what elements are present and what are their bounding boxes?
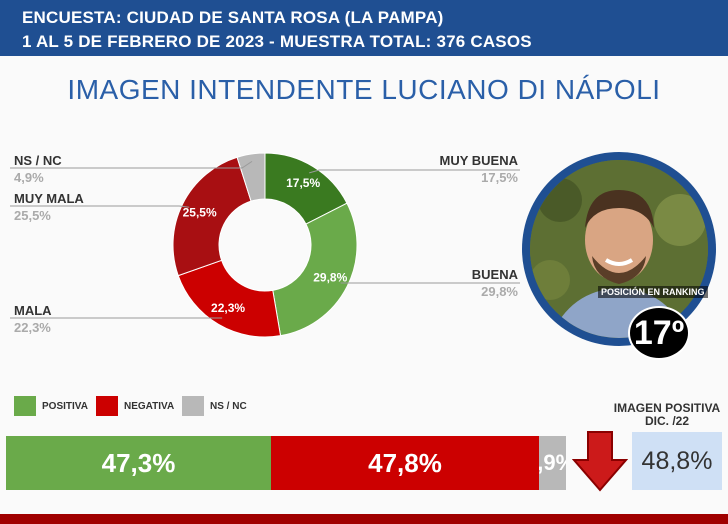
label-muy-buena: MUY BUENA 17,5% bbox=[410, 153, 519, 185]
legend-swatch-positiva bbox=[14, 396, 36, 416]
slice-value-muy-mala: 25,5% bbox=[183, 205, 217, 219]
donut-slice-muy-mala bbox=[172, 156, 252, 277]
down-arrow-icon bbox=[572, 431, 628, 492]
label-muy-mala-value: 25,5% bbox=[14, 208, 51, 223]
mayor-photo-frame bbox=[522, 152, 716, 346]
label-buena-name: BUENA bbox=[471, 267, 518, 282]
slice-value-muy-buena: 17,5% bbox=[286, 176, 320, 190]
label-nsnc: NS / NC 4,9% bbox=[14, 153, 62, 185]
leader-line-nsnc bbox=[10, 160, 253, 169]
survey-subtitle: 1 AL 5 DE FEBRERO DE 2023 - MUESTRA TOTA… bbox=[22, 32, 532, 51]
label-nsnc-name: NS / NC bbox=[14, 153, 62, 168]
label-buena-value: 29,8% bbox=[481, 284, 518, 299]
legend-label-nsnc: NS / NC bbox=[210, 401, 247, 412]
bottom-strip bbox=[0, 514, 728, 524]
leader-line-muy-buena bbox=[309, 169, 520, 174]
donut-slice-buena bbox=[272, 202, 358, 337]
label-mala-value: 22,3% bbox=[14, 320, 51, 335]
previous-value: 48,8% bbox=[632, 432, 722, 490]
label-muy-buena-value: 17,5% bbox=[481, 170, 518, 185]
legend-swatch-negativa bbox=[96, 396, 118, 416]
bar-positiva: 47,3% bbox=[6, 436, 271, 490]
legend-swatch-nsnc bbox=[182, 396, 204, 416]
legend-label-positiva: POSITIVA bbox=[42, 401, 88, 412]
label-mala: MALA 22,3% bbox=[14, 303, 52, 335]
label-nsnc-value: 4,9% bbox=[14, 170, 44, 185]
previous-title-line2: DIC. /22 bbox=[644, 414, 689, 428]
label-mala-name: MALA bbox=[14, 303, 52, 318]
survey-title: ENCUESTA: CIUDAD DE SANTA ROSA (LA PAMPA… bbox=[22, 8, 444, 27]
slice-value-mala: 22,3% bbox=[211, 301, 245, 315]
bar-negativa: 47,8% bbox=[271, 436, 539, 490]
label-muy-buena-name: MUY BUENA bbox=[439, 153, 519, 168]
page-title: IMAGEN INTENDENTE LUCIANO DI NÁPOLI bbox=[67, 74, 661, 105]
label-muy-mala: MUY MALA 25,5% bbox=[14, 191, 84, 223]
legend-label-negativa: NEGATIVA bbox=[124, 401, 175, 412]
header-banner: ENCUESTA: CIUDAD DE SANTA ROSA (LA PAMPA… bbox=[0, 0, 728, 56]
mayor-photo bbox=[530, 160, 708, 338]
leader-line-muy-mala bbox=[10, 205, 190, 208]
label-buena: BUENA 29,8% bbox=[410, 267, 518, 299]
ranking-label: POSICIÓN EN RANKING bbox=[598, 286, 708, 298]
slice-value-buena: 29,8% bbox=[313, 271, 347, 285]
previous-title: IMAGEN POSITIVA DIC. /22 bbox=[606, 402, 728, 428]
previous-title-line1: IMAGEN POSITIVA bbox=[613, 401, 721, 415]
bar-nsnc: 4,9% bbox=[539, 436, 566, 490]
donut-slice-nsnc bbox=[236, 152, 266, 202]
donut-slice-mala bbox=[177, 259, 282, 338]
ranking-badge: 17º bbox=[628, 306, 690, 360]
label-muy-mala-name: MUY MALA bbox=[14, 191, 84, 206]
